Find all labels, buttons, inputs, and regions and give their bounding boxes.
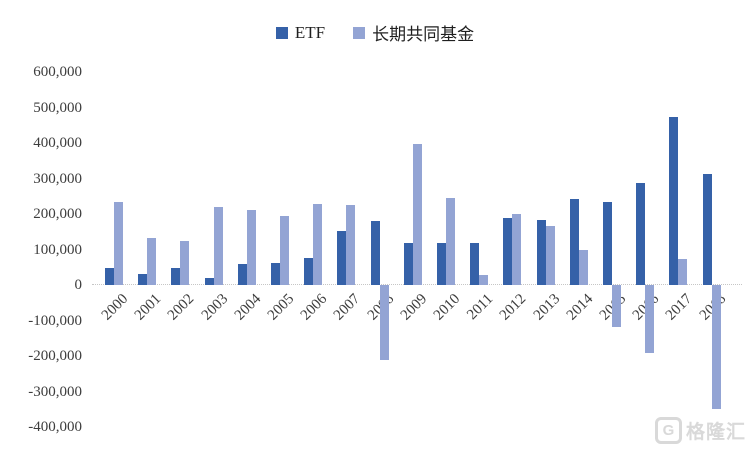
bar-etf-2017 xyxy=(669,117,679,285)
legend-item-etf: ETF xyxy=(275,22,326,43)
legend-label-etf: ETF xyxy=(294,22,326,42)
bar-mutual-fund-2008 xyxy=(379,285,389,360)
legend-label-mutual-fund: 长期共同基金 xyxy=(372,25,475,44)
y-tick-label: 100,000 xyxy=(33,241,82,258)
bar-etf-2010 xyxy=(437,242,446,285)
y-tick-label: 600,000 xyxy=(33,64,82,80)
bar-mutual-fund-2001 xyxy=(147,237,157,285)
bar-etf-2004 xyxy=(237,263,247,285)
y-tick-label: -400,000 xyxy=(28,419,82,435)
y-tick-label: 500,000 xyxy=(33,99,82,116)
bar-mutual-fund-2013 xyxy=(545,226,555,285)
y-tick-label: -100,000 xyxy=(28,312,82,329)
chart-legend: ETF 长期共同基金 xyxy=(0,20,750,45)
y-tick-label: -200,000 xyxy=(28,348,82,364)
bar-mutual-fund-2012 xyxy=(512,213,522,285)
bar-etf-2008 xyxy=(370,220,380,285)
bar-etf-2007 xyxy=(337,231,347,285)
bar-etf-2000 xyxy=(105,267,114,285)
bar-etf-2006 xyxy=(304,257,314,285)
bar-mutual-fund-2014 xyxy=(578,249,588,285)
watermark: G 格隆汇 xyxy=(654,417,746,444)
bar-etf-2012 xyxy=(503,218,513,285)
bar-etf-2016 xyxy=(636,183,646,285)
bar-mutual-fund-2016 xyxy=(645,285,655,353)
bar-etf-2009 xyxy=(403,243,413,285)
gelonghui-logo-icon: G xyxy=(654,417,682,444)
legend-item-mutual-fund: 长期共同基金 xyxy=(353,20,474,45)
watermark-text: 格隆汇 xyxy=(685,422,746,443)
bar-mutual-fund-2010 xyxy=(446,198,455,285)
legend-swatch-etf-icon xyxy=(275,26,288,39)
bar-etf-2003 xyxy=(204,278,214,285)
bar-etf-2011 xyxy=(470,243,480,285)
bar-etf-2002 xyxy=(171,267,181,285)
bar-mutual-fund-2015 xyxy=(612,285,621,327)
bar-mutual-fund-2004 xyxy=(246,210,256,285)
y-tick-label: 400,000 xyxy=(33,135,82,151)
bar-mutual-fund-2006 xyxy=(313,204,323,285)
bar-etf-2001 xyxy=(138,273,148,285)
y-tick-label: 200,000 xyxy=(33,206,82,222)
y-tick-label: 0 xyxy=(74,277,83,293)
bar-mutual-fund-2009 xyxy=(412,144,422,285)
bar-mutual-fund-2002 xyxy=(180,240,190,285)
bar-etf-2015 xyxy=(603,202,612,285)
bar-etf-2013 xyxy=(536,220,546,285)
bar-mutual-fund-2011 xyxy=(479,274,489,285)
bar-mutual-fund-2018 xyxy=(711,285,721,409)
bar-mutual-fund-2007 xyxy=(346,205,356,285)
bar-etf-2005 xyxy=(271,263,280,285)
y-tick-label: 300,000 xyxy=(33,170,82,187)
bar-mutual-fund-2017 xyxy=(678,259,688,285)
bar-mutual-fund-2000 xyxy=(114,201,123,285)
bar-mutual-fund-2005 xyxy=(280,216,289,285)
legend-swatch-mutual-fund-icon xyxy=(353,26,366,39)
y-tick-label: -300,000 xyxy=(28,383,82,400)
bar-mutual-fund-2003 xyxy=(213,207,223,285)
bar-etf-2018 xyxy=(702,173,712,285)
bar-etf-2014 xyxy=(569,199,579,285)
